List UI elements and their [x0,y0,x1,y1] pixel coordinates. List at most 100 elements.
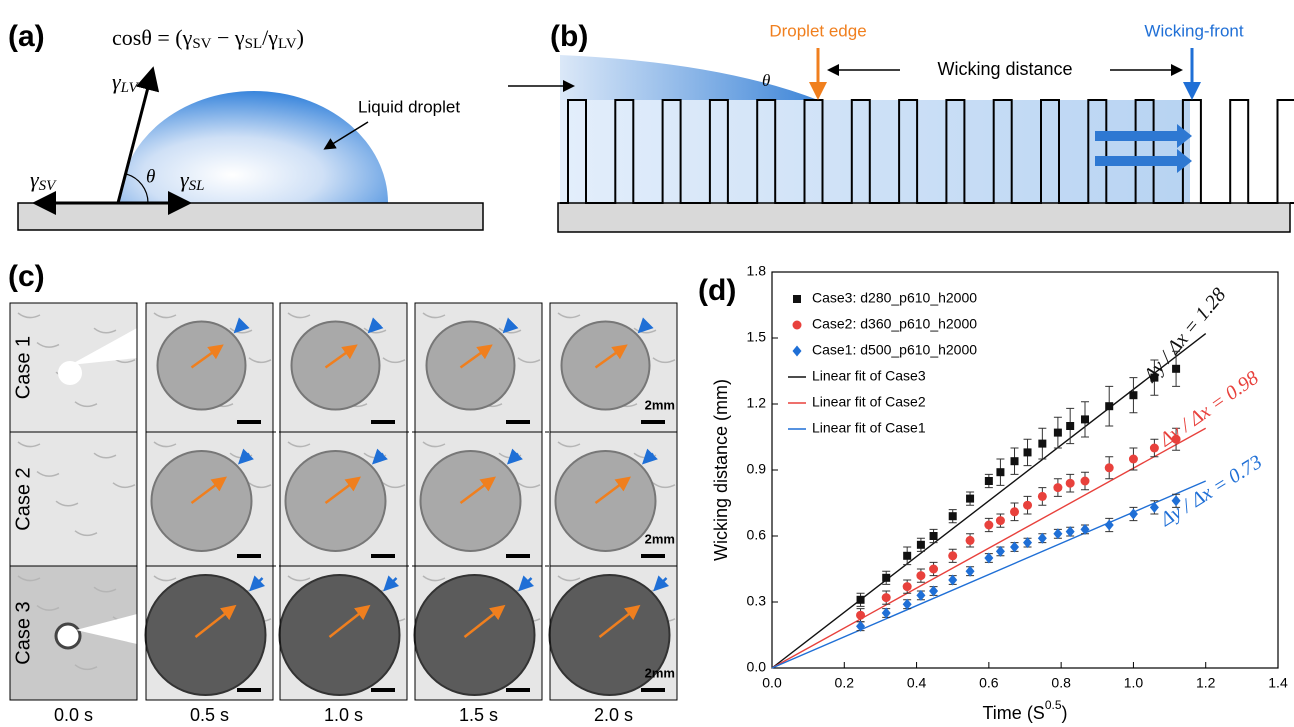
substrate [18,203,483,230]
flow-arrow [1095,156,1177,166]
symbol-sub: SV [39,178,58,194]
point [793,346,802,357]
point [985,477,993,485]
needle-ring [56,624,80,648]
point [916,571,925,580]
point [1150,444,1159,453]
point [1024,448,1032,456]
droplet-edge-label: Droplet edge [769,21,866,40]
droplet [120,91,388,203]
formula-sub: LV [278,36,297,52]
panel-label: (d) [698,274,736,307]
y-axis-title: Wicking distance (mm) [711,379,731,561]
panel-label: (c) [8,260,45,293]
legend-label: Case1: d500_p610_h2000 [812,342,977,358]
point [930,532,938,540]
theta: θ [146,166,155,187]
droplet [427,322,515,410]
point [996,546,1005,557]
formula-part: /γ [262,25,278,50]
point [882,574,890,582]
wicking-front-label: Wicking-front [1144,21,1243,40]
theta: θ [762,71,770,90]
x-tick-label: 0.4 [907,675,927,691]
y-tick-label: 0.0 [747,659,767,675]
formula-part: ) [297,25,304,50]
droplet-label: Liquid droplet [358,97,460,116]
droplet [415,575,535,695]
y-tick-label: 0.9 [747,461,767,477]
point [1080,524,1089,535]
point [996,468,1004,476]
point [857,596,865,604]
point [1053,483,1062,492]
slope-annotation: Δy / Δx = 1.28 [1139,284,1231,387]
x-tick-label: 1.2 [1196,675,1216,691]
point [1105,402,1113,410]
point [966,566,975,577]
fit-line [772,428,1206,668]
point [1081,415,1089,423]
figure: (a) (b) (c) (d) cosθ = (γSV − γSL/γLV) γ… [0,0,1294,727]
panel-d: 0.00.20.40.60.81.01.21.40.00.30.60.91.21… [711,263,1288,723]
symbol-sub: LV [120,80,140,96]
legend-label: Linear fit of Case1 [812,420,926,436]
legend-label: Linear fit of Case2 [812,394,926,410]
point [917,541,925,549]
point [948,551,957,560]
gamma-sv: γSV [30,167,57,194]
point [856,621,865,632]
droplet [152,451,252,551]
droplet [280,575,400,695]
point [948,575,957,586]
droplet [421,451,521,551]
time-label: 0.0 s [54,705,93,725]
symbol-sub: SL [189,178,205,194]
point [929,565,938,574]
x-tick-label: 1.4 [1268,675,1288,691]
point [1066,526,1075,537]
legend-label: Case2: d360_p610_h2000 [812,316,977,332]
formula-sub: SV [192,36,211,52]
point [1129,391,1137,399]
x-tick-label: 1.0 [1124,675,1144,691]
point [1038,533,1047,544]
panel-b: Droplet edge Wicking-front Wicking dista… [508,21,1294,232]
x-tick-label: 0.8 [1051,675,1071,691]
case-label: Case 3 [12,601,34,664]
scale-label: 2mm [645,531,675,546]
point [1010,507,1019,516]
fit-line [772,334,1206,668]
x-title-text: Time (S [982,703,1044,723]
droplet [292,322,380,410]
flow-arrow [1095,131,1177,141]
point [984,553,993,564]
droplet [158,322,246,410]
point [996,516,1005,525]
slope-annotation: Δy / Δx = 0.98 [1155,367,1263,452]
point [882,593,891,602]
point [856,611,865,620]
case-label: Case 1 [12,336,34,399]
legend-label: Case3: d280_p610_h2000 [812,290,977,306]
droplet-cap [560,55,818,100]
scale-label: 2mm [645,397,675,412]
slope-annotation: Δy / Δx = 0.73 [1156,451,1266,531]
point [1010,542,1019,553]
panel-label: (b) [550,20,588,53]
panel-a: cosθ = (γSV − γSL/γLV) γLV γSV γSL θ Liq… [18,25,483,230]
time-label: 2.0 s [594,705,633,725]
time-label: 1.5 s [459,705,498,725]
y-tick-label: 0.6 [747,527,767,543]
point [984,521,993,530]
substrate [558,203,1290,232]
time-label: 1.0 s [324,705,363,725]
point [1066,422,1074,430]
point [1080,477,1089,486]
x-axis-title: Time (S0.5) [982,698,1067,723]
x-tick-label: 0.2 [835,675,855,691]
point [1011,457,1019,465]
wicking-distance-label: Wicking distance [937,59,1072,79]
case-label: Case 2 [12,467,34,530]
formula-sub: SL [245,36,263,52]
